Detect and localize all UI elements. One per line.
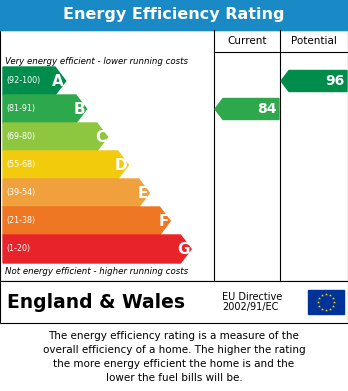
Text: C: C [95,129,106,145]
Bar [0,0,348,30]
Polygon shape [3,235,191,263]
Polygon shape [281,70,347,91]
Text: England & Wales: England & Wales [7,292,185,312]
Text: EU Directive: EU Directive [222,292,282,302]
Polygon shape [3,151,128,179]
Bar [308,290,344,314]
Text: (1-20): (1-20) [6,244,30,253]
Text: A: A [52,74,64,88]
Polygon shape [3,95,87,123]
Text: G: G [177,242,190,256]
Text: (21-38): (21-38) [6,217,35,226]
Text: 84: 84 [258,102,277,116]
Polygon shape [3,67,66,95]
Text: E: E [137,185,148,201]
Text: Potential: Potential [291,36,337,46]
Bar [0,281,348,323]
Polygon shape [3,207,170,235]
Text: 96: 96 [326,74,345,88]
Text: The energy efficiency rating is a measure of the
overall efficiency of a home. T: The energy efficiency rating is a measur… [43,331,305,383]
Polygon shape [215,99,279,120]
Text: (69-80): (69-80) [6,133,35,142]
Text: Very energy efficient - lower running costs: Very energy efficient - lower running co… [5,57,188,66]
Text: 2002/91/EC: 2002/91/EC [222,302,278,312]
Bar [0,30,348,281]
Text: (92-100): (92-100) [6,77,40,86]
Text: F: F [158,213,168,228]
Text: Energy Efficiency Rating: Energy Efficiency Rating [63,7,285,23]
Polygon shape [3,179,149,207]
Text: B: B [73,102,85,117]
Text: Current: Current [227,36,267,46]
Text: D: D [114,158,127,172]
Polygon shape [3,123,108,151]
Text: Not energy efficient - higher running costs: Not energy efficient - higher running co… [5,267,188,276]
Text: (39-54): (39-54) [6,188,35,197]
Text: (55-68): (55-68) [6,160,35,170]
Text: (81-91): (81-91) [6,104,35,113]
